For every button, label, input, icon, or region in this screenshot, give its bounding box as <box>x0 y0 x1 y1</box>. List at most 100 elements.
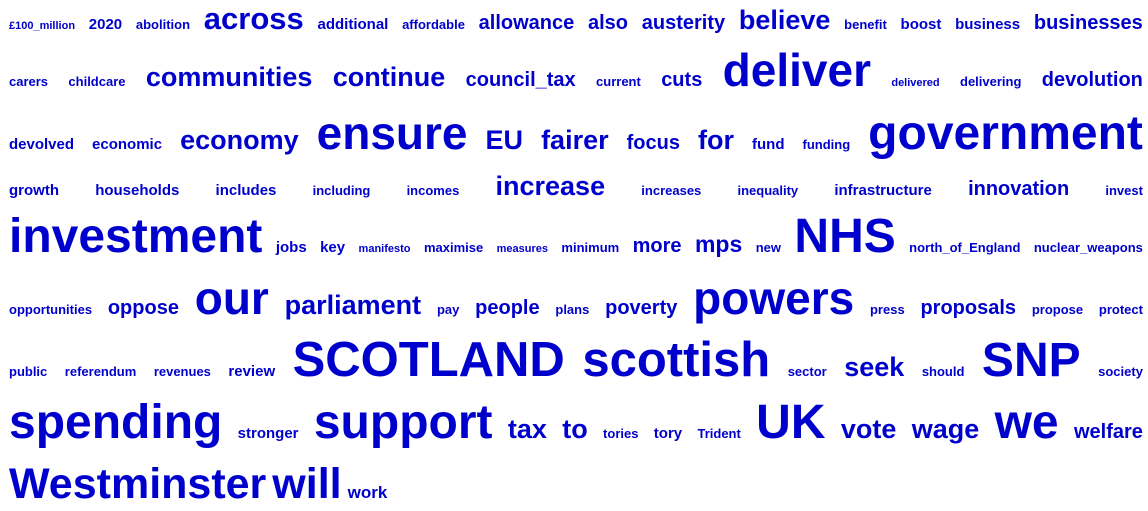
word-cloud-row: £100_million 2020 abolition across additiona… <box>9 3 1143 34</box>
cloud-word: NHS <box>794 209 896 263</box>
cloud-word: Westminster <box>9 460 267 509</box>
cloud-word: current <box>596 74 641 90</box>
cloud-word: growth <box>9 181 59 199</box>
cloud-word: poverty <box>605 297 678 320</box>
cloud-word: for <box>697 124 734 155</box>
cloud-word: tax <box>507 413 547 444</box>
cloud-word: people <box>475 297 540 320</box>
cloud-word: SCOTLAND <box>292 332 565 387</box>
cloud-word: invest <box>1105 182 1143 198</box>
word-cloud-row: Westminster will work <box>9 463 1143 506</box>
cloud-word: £100_million <box>9 20 76 33</box>
cloud-word: devolution <box>1041 69 1143 92</box>
cloud-word: key <box>320 238 346 256</box>
cloud-word: review <box>228 362 276 380</box>
cloud-word: spending <box>9 395 223 449</box>
cloud-word: protect <box>1098 302 1143 318</box>
cloud-word: increases <box>641 182 702 198</box>
cloud-word: jobs <box>275 238 307 256</box>
cloud-word: includes <box>215 181 277 199</box>
cloud-word: inequality <box>737 182 799 198</box>
cloud-word: delivering <box>960 74 1022 90</box>
cloud-word: fund <box>752 135 785 153</box>
cloud-word: abolition <box>135 17 191 33</box>
cloud-word: we <box>994 395 1059 449</box>
cloud-word: more <box>632 234 682 257</box>
cloud-word: delivered <box>891 77 940 90</box>
cloud-word: continue <box>332 62 446 93</box>
cloud-word: investment <box>9 209 263 263</box>
cloud-word: believe <box>738 5 831 36</box>
cloud-word: wage <box>911 413 980 444</box>
cloud-word: Trident <box>697 425 741 441</box>
cloud-word: childcare <box>68 74 126 90</box>
cloud-word: funding <box>802 136 851 152</box>
cloud-word: benefit <box>844 17 887 33</box>
cloud-word: will <box>272 460 342 509</box>
cloud-word: society <box>1098 363 1143 379</box>
cloud-word: welfare <box>1073 420 1143 443</box>
cloud-word: seek <box>844 351 905 382</box>
cloud-word: carers <box>9 74 49 90</box>
cloud-word: 2020 <box>88 16 123 34</box>
word-cloud-row: growth households includes including incomes… <box>9 170 1143 201</box>
cloud-word: affordable <box>402 17 465 33</box>
cloud-word: press <box>869 302 905 318</box>
word-cloud-row: public referendum revenues review SCOTLAND sc… <box>9 332 1143 387</box>
cloud-word: boost <box>900 16 942 34</box>
cloud-word: tory <box>653 424 683 442</box>
cloud-word: ensure <box>316 106 468 159</box>
cloud-word: should <box>921 363 965 379</box>
cloud-word: propose <box>1031 302 1084 318</box>
cloud-word: economy <box>180 124 299 155</box>
cloud-word: innovation <box>968 177 1070 200</box>
cloud-word: across <box>203 1 304 37</box>
cloud-word: maximise <box>423 239 484 255</box>
cloud-word: public <box>9 363 48 379</box>
cloud-word: new <box>755 239 781 255</box>
cloud-word: stronger <box>237 424 299 442</box>
cloud-word: minimum <box>561 239 620 255</box>
word-cloud-row: opportunities oppose our parliament pay peopl… <box>9 275 1143 321</box>
cloud-word: sector <box>787 363 827 379</box>
cloud-word: also <box>588 12 629 35</box>
cloud-word: to <box>562 413 588 444</box>
cloud-word: including <box>312 182 371 198</box>
cloud-word: UK <box>756 395 826 449</box>
cloud-word: infrastructure <box>834 181 932 199</box>
cloud-word: pay <box>436 302 460 318</box>
cloud-word: austerity <box>641 12 726 35</box>
word-cloud-row: investment jobs key manifesto maximise measur… <box>9 209 1143 263</box>
cloud-word: fairer <box>541 124 609 155</box>
cloud-word: mps <box>694 230 743 257</box>
cloud-word: devolved <box>9 135 75 153</box>
cloud-word: work <box>347 483 388 503</box>
cloud-word: business <box>955 16 1021 34</box>
cloud-word: cuts <box>661 69 703 92</box>
cloud-word: nuclear_weapons <box>1033 239 1143 255</box>
cloud-word: opportunities <box>9 302 93 318</box>
cloud-word: allowance <box>478 12 575 35</box>
cloud-word: households <box>95 181 180 199</box>
cloud-word: council_tax <box>465 69 576 92</box>
cloud-word: focus <box>626 131 680 154</box>
cloud-word: scottish <box>582 332 771 387</box>
cloud-word: oppose <box>107 297 179 320</box>
cloud-word: economic <box>92 135 163 153</box>
cloud-word: deliver <box>722 44 871 97</box>
cloud-word: powers <box>693 272 855 325</box>
cloud-word: parliament <box>284 290 422 321</box>
cloud-word: referendum <box>64 363 137 379</box>
word-cloud-row: carers childcare communities continue counci… <box>9 47 1143 93</box>
cloud-word: our <box>194 272 269 325</box>
cloud-word: communities <box>145 62 313 93</box>
cloud-word: measures <box>496 242 548 255</box>
cloud-word: tories <box>603 425 639 441</box>
cloud-word: SNP <box>981 333 1081 387</box>
cloud-word: government <box>868 106 1143 160</box>
word-cloud-row: spending stronger support tax to tories tory Tr… <box>9 395 1143 449</box>
cloud-word: increase <box>495 170 606 201</box>
cloud-word: proposals <box>920 297 1017 320</box>
word-cloud: £100_million 2020 abolition across additiona… <box>9 0 1143 511</box>
cloud-word: additional <box>317 16 389 34</box>
